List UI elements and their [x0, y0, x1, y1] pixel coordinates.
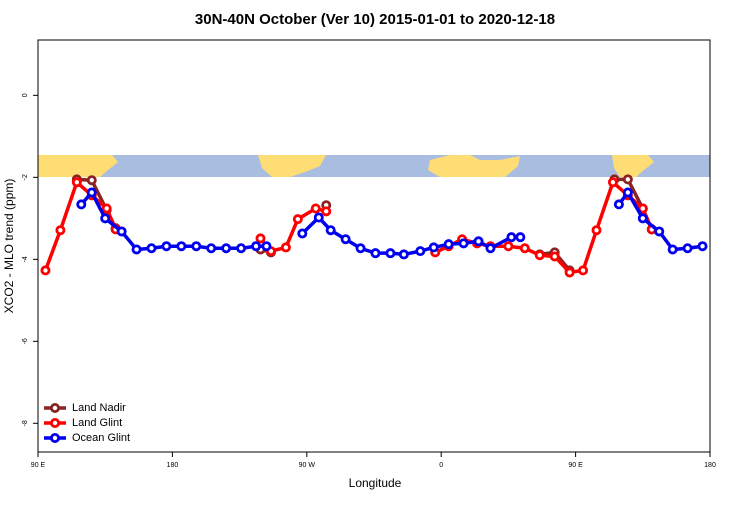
data-point	[325, 225, 336, 236]
x-tick-label: 90 E	[568, 462, 583, 469]
data-point	[100, 213, 111, 224]
data-point	[161, 241, 172, 252]
data-point	[622, 187, 633, 198]
legend-marker	[50, 402, 61, 413]
legend-label: Ocean Glint	[72, 432, 130, 444]
map-land	[612, 155, 654, 177]
y-tick-label: -8	[22, 420, 29, 426]
data-point	[682, 243, 693, 254]
data-point	[519, 243, 530, 254]
data-point	[86, 175, 97, 186]
data-point	[385, 248, 396, 259]
data-point	[176, 241, 187, 252]
legend-label: Land Glint	[72, 417, 122, 429]
legend-marker	[50, 432, 61, 443]
data-point	[428, 242, 439, 253]
data-point	[458, 238, 469, 249]
map-land	[258, 155, 326, 177]
data-point	[370, 248, 381, 259]
data-point	[236, 243, 247, 254]
data-point	[506, 232, 517, 243]
data-point	[473, 236, 484, 247]
data-point	[206, 243, 217, 254]
map-strip	[38, 155, 710, 177]
data-point	[398, 249, 409, 260]
data-point	[534, 250, 545, 261]
data-point	[76, 199, 87, 210]
data-point	[101, 203, 112, 214]
data-point	[116, 226, 127, 237]
map-land	[38, 155, 118, 177]
plot-frame	[37, 39, 711, 453]
data-point	[637, 213, 648, 224]
data-point	[261, 241, 272, 252]
data-point	[667, 244, 678, 255]
data-point	[637, 203, 648, 214]
data-point	[313, 212, 324, 223]
y-tick-label: -4	[22, 256, 29, 262]
data-point	[321, 206, 332, 217]
data-point	[71, 177, 82, 188]
x-tick-label: 90 E	[31, 462, 46, 469]
data-point	[443, 239, 454, 250]
data-point	[191, 241, 202, 252]
data-point	[622, 174, 633, 185]
legend-label: Land Nadir	[72, 402, 126, 414]
y-tick-label: 0	[22, 93, 29, 97]
data-point	[591, 225, 602, 236]
data-point	[607, 177, 618, 188]
y-tick-label: -6	[22, 338, 29, 344]
data-point	[654, 226, 665, 237]
data-point	[297, 228, 308, 239]
data-point	[280, 242, 291, 253]
y-axis-label: XCO2 - MLO trend (ppm)	[2, 179, 16, 314]
data-point	[221, 243, 232, 254]
x-tick-label: 0	[439, 462, 443, 469]
data-point	[564, 267, 575, 278]
chart-title: 30N-40N October (Ver 10) 2015-01-01 to 2…	[195, 11, 555, 28]
x-tick-label: 180	[704, 462, 716, 469]
data-point	[340, 234, 351, 245]
map-ocean	[38, 155, 710, 177]
data-point	[146, 243, 157, 254]
data-point	[55, 225, 66, 236]
x-axis-label: Longitude	[349, 476, 402, 490]
x-tick-label: 180	[167, 462, 179, 469]
data-point	[255, 233, 266, 244]
series-line	[76, 177, 654, 272]
series-line	[79, 190, 703, 257]
map-land	[428, 155, 520, 177]
data-point	[86, 187, 97, 198]
data-point	[697, 241, 708, 252]
data-point	[355, 243, 366, 254]
data-point	[40, 265, 51, 276]
data-point	[515, 232, 526, 243]
data-point	[503, 241, 514, 252]
legend-marker	[50, 417, 61, 428]
data-point	[292, 214, 303, 225]
data-point	[131, 244, 142, 255]
data-point	[549, 251, 560, 262]
y-tick-label: -2	[22, 174, 29, 180]
data-point	[310, 203, 321, 214]
data-point	[578, 265, 589, 276]
data-point	[415, 246, 426, 257]
x-tick-label: 90 W	[299, 462, 316, 469]
data-point	[485, 243, 496, 254]
data-point	[613, 199, 624, 210]
data-point	[251, 241, 262, 252]
